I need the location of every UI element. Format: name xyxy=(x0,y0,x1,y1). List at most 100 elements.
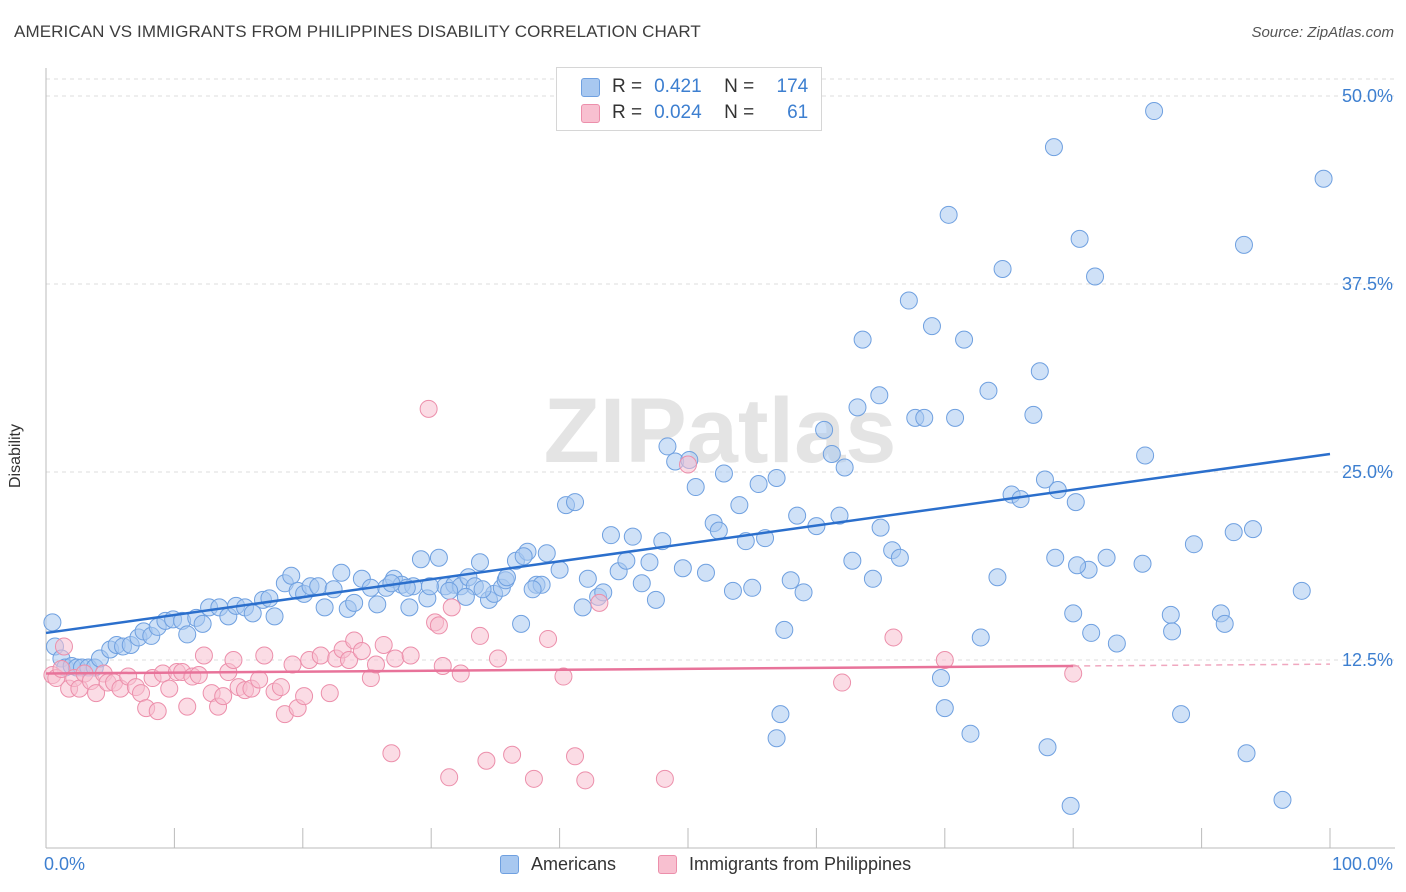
data-points xyxy=(43,102,1333,815)
americans-point xyxy=(43,613,62,632)
americans-point xyxy=(420,577,439,596)
americans-point xyxy=(1066,493,1085,512)
americans-point xyxy=(429,548,448,567)
source-label: Source: ZipAtlas.com xyxy=(1251,24,1394,41)
philippines-point xyxy=(884,628,903,647)
legend-swatch-americans xyxy=(581,77,600,97)
philippines-point xyxy=(320,684,339,703)
philippines-point xyxy=(366,655,385,674)
americans-trend-line xyxy=(45,452,1331,635)
philippines-point xyxy=(148,702,167,721)
philippines-point xyxy=(311,646,330,665)
americans-point xyxy=(673,559,692,578)
americans-point xyxy=(767,729,786,748)
americans-point xyxy=(309,577,328,596)
americans-point xyxy=(632,574,651,593)
americans-point xyxy=(775,620,794,639)
legend-n-label: N = xyxy=(724,76,755,97)
philippines-point xyxy=(833,673,852,692)
philippines-point xyxy=(283,655,302,674)
americans-point xyxy=(935,699,954,718)
americans-point xyxy=(730,496,749,515)
americans-point xyxy=(523,580,542,599)
americans-point xyxy=(1038,738,1057,757)
legend-n-label: N = xyxy=(724,102,755,123)
americans-point xyxy=(440,581,459,600)
tick-labels: 12.5% 25.0% 37.5% 50.0% 0.0% 100.0% xyxy=(44,86,1393,874)
americans-point xyxy=(193,614,212,633)
americans-point xyxy=(946,408,965,427)
americans-point xyxy=(709,521,728,540)
philippines-point xyxy=(433,657,452,676)
y-tick-label: 37.5% xyxy=(1342,274,1393,294)
americans-point xyxy=(771,705,790,724)
trend-lines xyxy=(45,452,1331,675)
philippines-point xyxy=(1064,664,1083,683)
bottom-legend-americans: Americans xyxy=(500,852,616,876)
americans-point xyxy=(514,547,533,566)
legend-box: R = 0.421 N = 174 R = 0.024 N = 61 xyxy=(556,67,822,131)
americans-point xyxy=(922,317,941,336)
americans-point xyxy=(1237,744,1256,763)
americans-point xyxy=(1082,623,1101,642)
philippines-trend-line xyxy=(45,664,1074,675)
americans-point xyxy=(1314,169,1333,188)
americans-point xyxy=(324,580,343,599)
americans-point xyxy=(1163,622,1182,641)
philippines-point xyxy=(488,649,507,668)
americans-point xyxy=(1107,634,1126,653)
legend-r-value: 0.024 xyxy=(654,102,702,123)
americans-point xyxy=(939,205,958,224)
y-tick-label: 25.0% xyxy=(1342,462,1393,482)
americans-point xyxy=(282,566,301,585)
americans-point xyxy=(1224,523,1243,542)
americans-point xyxy=(890,548,909,567)
americans-point xyxy=(640,553,659,572)
grid-lines xyxy=(46,78,1395,661)
americans-point xyxy=(566,493,585,512)
americans-point xyxy=(835,458,854,477)
americans-point xyxy=(1292,581,1311,600)
americans-point xyxy=(822,444,841,463)
philippines-point xyxy=(194,646,213,665)
philippines-point xyxy=(554,667,573,686)
americans-point xyxy=(955,330,974,349)
bottom-legend-swatch-americans xyxy=(500,854,519,874)
americans-point xyxy=(456,587,475,606)
americans-point xyxy=(1234,235,1253,254)
americans-point xyxy=(843,551,862,570)
americans-point xyxy=(686,478,705,497)
americans-point xyxy=(1046,548,1065,567)
philippines-point xyxy=(477,751,496,770)
americans-point xyxy=(473,580,492,599)
philippines-point xyxy=(87,684,106,703)
americans-point xyxy=(601,526,620,545)
philippines-point xyxy=(340,651,359,669)
bottom-legend-label-philippines: Immigrants from Philippines xyxy=(689,853,912,874)
americans-point xyxy=(411,550,430,569)
philippines-point xyxy=(679,455,697,474)
americans-point xyxy=(931,669,950,688)
philippines-point xyxy=(429,616,448,635)
philippines-point xyxy=(401,646,420,665)
philippines-point xyxy=(539,629,558,648)
americans-point xyxy=(1273,790,1292,809)
axes xyxy=(45,68,1395,849)
philippines-point xyxy=(590,593,609,612)
americans-point xyxy=(767,469,786,488)
bottom-legend-swatch-philippines xyxy=(658,854,677,874)
americans-point xyxy=(646,590,665,609)
americans-point xyxy=(830,506,849,525)
americans-point xyxy=(1145,102,1164,121)
americans-point xyxy=(1133,554,1152,573)
philippines-point xyxy=(374,635,393,654)
americans-point xyxy=(623,527,642,546)
americans-point xyxy=(848,398,867,417)
bottom-legend-label-americans: Americans xyxy=(531,853,617,874)
americans-point xyxy=(1086,267,1105,286)
americans-point xyxy=(332,563,351,582)
philippines-point xyxy=(132,684,151,703)
philippines-point xyxy=(566,747,585,766)
americans-point xyxy=(260,589,279,608)
americans-point xyxy=(573,598,592,617)
